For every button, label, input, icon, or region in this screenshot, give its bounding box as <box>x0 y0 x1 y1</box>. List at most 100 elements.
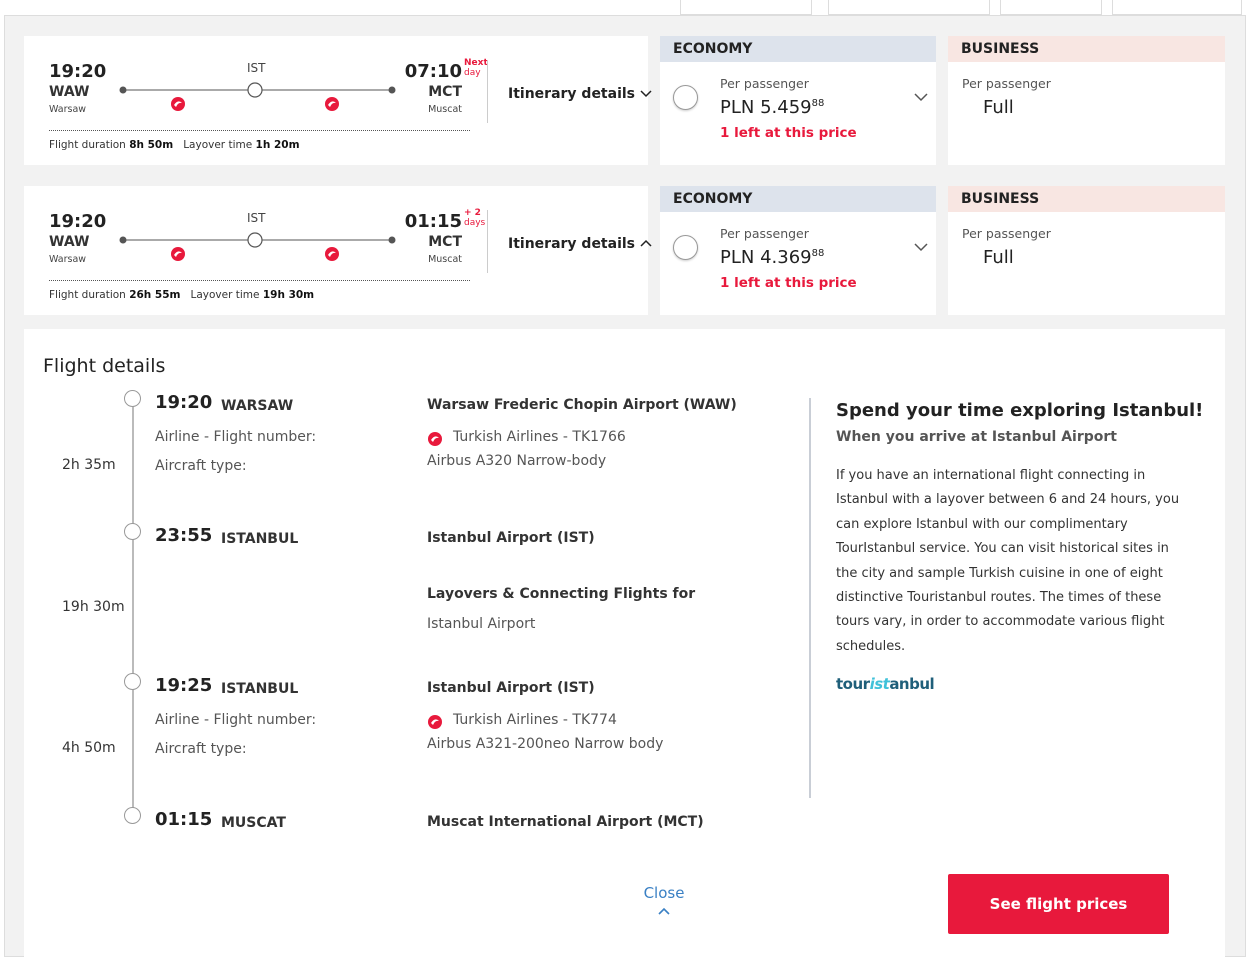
logo-part: tour <box>836 675 870 693</box>
arrival-note: + 2 <box>464 208 481 218</box>
stop-time: 23:55 <box>155 525 213 546</box>
fare-status: Full <box>983 247 1014 268</box>
availability: 1 left at this price <box>720 275 857 291</box>
aircraft: Airbus A321-200neo Narrow body <box>427 736 664 752</box>
chevron[interactable] <box>913 92 929 102</box>
amount: 5.459 <box>760 97 812 118</box>
value: 19h 30m <box>262 289 315 301</box>
promo-logo: touristanbul <box>836 675 935 693</box>
cents: 88 <box>811 98 825 109</box>
stop-city: WARSAW <box>221 398 294 414</box>
departure-code: WAW <box>49 84 90 100</box>
airline-icon <box>325 97 339 111</box>
logo-part: anbul <box>889 675 935 693</box>
airline-label: Airline - Flight number: <box>155 712 317 728</box>
route-line <box>119 232 396 248</box>
label: Layover time <box>190 289 260 301</box>
divider <box>487 60 488 123</box>
stop-time: 19:25 <box>155 675 213 696</box>
divider <box>487 210 488 273</box>
dotted-divider <box>49 280 470 281</box>
leg-duration: 2h 35m <box>62 457 116 473</box>
arrival-note: day <box>464 68 481 78</box>
stop-city: ISTANBUL <box>221 531 299 547</box>
departure-code: WAW <box>49 234 90 250</box>
departure-city: Warsaw <box>49 104 87 115</box>
fare-class: ECONOMY <box>660 186 936 212</box>
fare-class: BUSINESS <box>948 186 1225 212</box>
chevron-up <box>658 907 670 915</box>
per-passenger: Per passenger <box>720 76 809 91</box>
logo-part: ist <box>869 675 890 693</box>
stop-city: ISTANBUL <box>221 681 299 697</box>
arrival-city: Muscat <box>428 104 462 115</box>
layover-title: Layovers & Connecting Flights for <box>427 586 696 602</box>
close-label: Close <box>643 884 685 902</box>
timeline <box>132 398 134 816</box>
airline-label: Airline - Flight number: <box>155 429 317 445</box>
chevron[interactable] <box>913 242 929 252</box>
tab[interactable] <box>680 0 812 15</box>
arrival-city: Muscat <box>428 254 462 265</box>
radio[interactable] <box>673 85 698 110</box>
promo-title: Spend your time exploring Istanbul! <box>836 400 1204 421</box>
arrival-note: days <box>464 218 486 228</box>
stop-time: 19:20 <box>155 392 213 413</box>
timeline-node <box>124 807 141 824</box>
layover-duration: 19h 30m <box>62 599 125 615</box>
arrival-time: 01:15 <box>404 211 462 232</box>
airline-icon <box>428 432 442 446</box>
airline-icon <box>325 247 339 261</box>
currency: PLN <box>720 97 755 118</box>
price: PLN 5.45988 <box>720 97 824 118</box>
aircraft-label: Aircraft type: <box>155 458 247 474</box>
timeline-node <box>124 523 141 540</box>
aircraft-label: Aircraft type: <box>155 741 247 757</box>
layover-place[interactable]: Istanbul Airport <box>427 616 536 632</box>
radio[interactable] <box>673 235 698 260</box>
via-code: IST <box>247 211 266 225</box>
itinerary-label: Itinerary details <box>508 236 636 252</box>
departure-city: Warsaw <box>49 254 87 265</box>
timeline-node <box>124 673 141 690</box>
promo-subtitle: When you arrive at Istanbul Airport <box>836 429 1117 445</box>
tab[interactable] <box>1112 0 1242 15</box>
arrival-code: MCT <box>428 234 462 250</box>
stop-city: MUSCAT <box>221 815 286 831</box>
value: 8h 50m <box>129 139 174 151</box>
label: Flight duration <box>49 289 126 301</box>
fare-status: Full <box>983 97 1014 118</box>
tab[interactable] <box>828 0 990 15</box>
details-panel <box>24 329 1225 959</box>
per-passenger: Per passenger <box>962 76 1051 91</box>
airport: Muscat International Airport (MCT) <box>427 814 704 830</box>
arrival-code: MCT <box>428 84 462 100</box>
airline-icon <box>171 97 185 111</box>
aircraft: Airbus A320 Narrow-body <box>427 453 607 469</box>
close-link[interactable]: Close <box>634 884 694 920</box>
label: Flight duration <box>49 139 126 151</box>
itinerary-toggle[interactable]: Itinerary details <box>508 236 652 252</box>
stop-time: 01:15 <box>155 809 213 830</box>
amount: 4.369 <box>760 247 812 268</box>
leg-duration: 4h 50m <box>62 740 116 756</box>
tab[interactable] <box>1000 0 1102 15</box>
itinerary-toggle[interactable]: Itinerary details <box>508 86 652 102</box>
departure-time: 19:20 <box>49 211 107 232</box>
chevron <box>640 239 652 247</box>
departure-time: 19:20 <box>49 61 107 82</box>
airline: Turkish Airlines - TK1766 <box>453 429 626 445</box>
airport: Istanbul Airport (IST) <box>427 680 595 696</box>
see-prices-button[interactable]: See flight prices <box>948 874 1169 934</box>
airline-icon <box>171 247 185 261</box>
value: 1h 20m <box>255 139 300 151</box>
via-code: IST <box>247 61 266 75</box>
itinerary-label: Itinerary details <box>508 86 636 102</box>
fare-class: BUSINESS <box>948 36 1225 62</box>
per-passenger: Per passenger <box>962 226 1051 241</box>
dotted-divider <box>49 130 470 131</box>
price: PLN 4.36988 <box>720 247 824 268</box>
value: 26h 55m <box>129 289 181 301</box>
arrival-time: 07:10 <box>404 61 462 82</box>
